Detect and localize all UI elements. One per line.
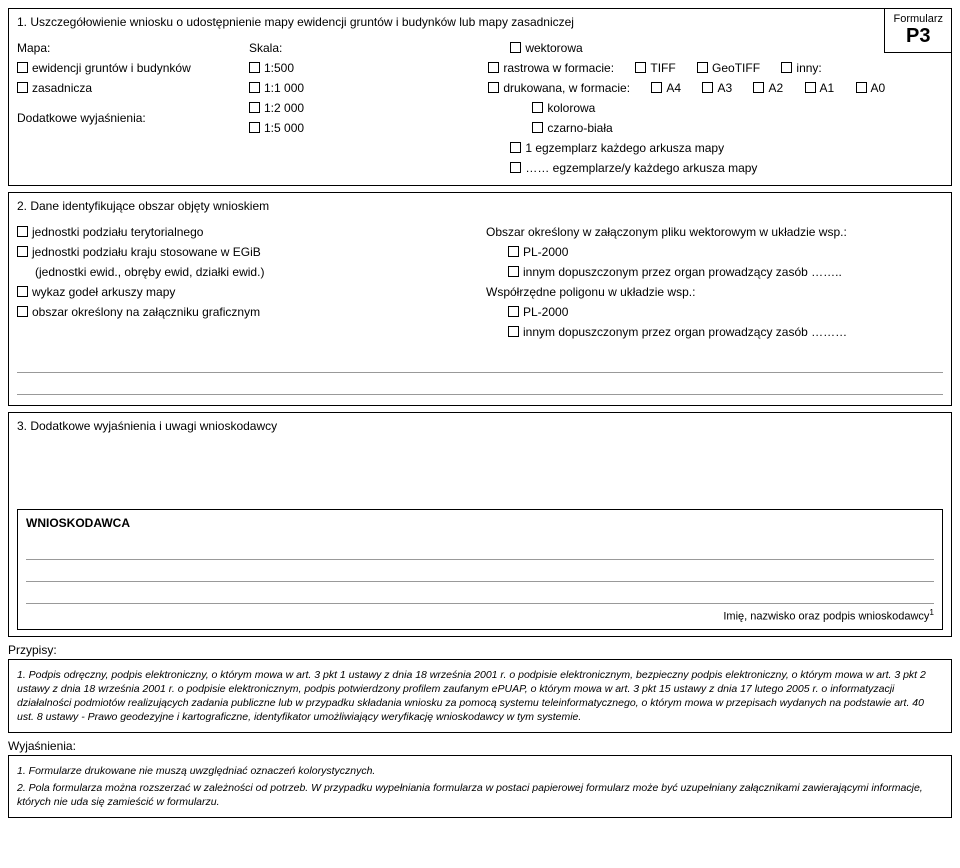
egz2-label: …… egzemplarze/y każdego arkusza mapy <box>525 161 757 175</box>
checkbox[interactable] <box>17 306 28 317</box>
checkbox[interactable] <box>249 122 260 133</box>
form-label: Formularz <box>893 13 943 25</box>
skala-opt: 1:2 000 <box>264 101 304 115</box>
s2-right-opt: innym dopuszczonym przez organ prowadząc… <box>523 265 842 279</box>
skala-opt: 1:500 <box>264 61 294 75</box>
checkbox[interactable] <box>508 306 519 317</box>
egz1-label: 1 egzemplarz każdego arkusza mapy <box>525 141 724 155</box>
drukowana-label: drukowana, w formacie: <box>503 81 630 95</box>
skala-opt: 1:1 000 <box>264 81 304 95</box>
form-code: P3 <box>893 25 943 48</box>
checkbox[interactable] <box>532 122 543 133</box>
druk-opt: A0 <box>871 81 886 95</box>
checkbox[interactable] <box>17 62 28 73</box>
checkbox[interactable] <box>17 82 28 93</box>
s2-left-item: obszar określony na załączniku graficzny… <box>32 305 260 319</box>
mapa-opt: zasadnicza <box>32 81 92 95</box>
input-line[interactable] <box>26 586 934 604</box>
s2-left-item: jednostki podziału terytorialnego <box>32 225 203 239</box>
checkbox[interactable] <box>781 62 792 73</box>
wyjasnienia-item: 1. Formularze drukowane nie muszą uwzglę… <box>17 764 943 778</box>
mapa-opt: ewidencji gruntów i budynków <box>32 61 191 75</box>
rastrowa-opt: TIFF <box>650 61 675 75</box>
dodatkowe-label: Dodatkowe wyjaśnienia: <box>17 109 237 127</box>
input-line[interactable] <box>26 542 934 560</box>
kolorowa-label: kolorowa <box>547 101 595 115</box>
skala-opt: 1:5 000 <box>264 121 304 135</box>
signature-caption: Imię, nazwisko oraz podpis wnioskodawcy1 <box>26 608 934 623</box>
checkbox[interactable] <box>510 162 521 173</box>
checkbox[interactable] <box>532 102 543 113</box>
write-lines <box>17 343 943 395</box>
section-2: 2. Dane identyfikujące obszar objęty wni… <box>8 192 952 406</box>
checkbox[interactable] <box>510 42 521 53</box>
wyjasnienia-box: 1. Formularze drukowane nie muszą uwzglę… <box>8 755 952 818</box>
s2-left-item: jednostki podziału kraju stosowane w EGi… <box>32 245 261 259</box>
wyjasnienia-label: Wyjaśnienia: <box>8 739 952 753</box>
form-badge: Formularz P3 <box>884 8 952 53</box>
druk-opt: A4 <box>666 81 681 95</box>
checkbox[interactable] <box>488 82 499 93</box>
s2-right-header: Obszar określony w załączonym pliku wekt… <box>486 223 943 241</box>
przypisy-label: Przypisy: <box>8 643 952 657</box>
section1-title: 1. Uszczegółowienie wniosku o udostępnie… <box>17 15 943 29</box>
checkbox[interactable] <box>508 246 519 257</box>
checkbox[interactable] <box>17 226 28 237</box>
checkbox[interactable] <box>17 286 28 297</box>
checkbox[interactable] <box>805 82 816 93</box>
wnioskodawca-box: WNIOSKODAWCA Imię, nazwisko oraz podpis … <box>17 509 943 630</box>
section3-title: 3. Dodatkowe wyjaśnienia i uwagi wniosko… <box>17 419 943 433</box>
druk-opt: A2 <box>768 81 783 95</box>
checkbox[interactable] <box>249 82 260 93</box>
checkbox[interactable] <box>510 142 521 153</box>
s2-left-item: wykaz godeł arkuszy mapy <box>32 285 175 299</box>
checkbox[interactable] <box>697 62 708 73</box>
checkbox[interactable] <box>635 62 646 73</box>
wnioskodawca-title: WNIOSKODAWCA <box>26 516 934 530</box>
checkbox[interactable] <box>488 62 499 73</box>
input-line[interactable] <box>17 377 943 395</box>
przypisy-box: 1. Podpis odręczny, podpis elektroniczny… <box>8 659 952 734</box>
checkbox[interactable] <box>249 102 260 113</box>
checkbox[interactable] <box>651 82 662 93</box>
s2-left-sub: (jednostki ewid., obręby ewid, działki e… <box>35 265 264 279</box>
s2-right-header2: Współrzędne poligonu w układzie wsp.: <box>486 283 943 301</box>
input-line[interactable] <box>26 564 934 582</box>
checkbox[interactable] <box>753 82 764 93</box>
s2-right-opt: innym dopuszczonym przez organ prowadząc… <box>523 325 847 339</box>
section-3: 3. Dodatkowe wyjaśnienia i uwagi wniosko… <box>8 412 952 637</box>
druk-opt: A1 <box>820 81 835 95</box>
wyjasnienia-item: 2. Pola formularza można rozszerzać w za… <box>17 781 943 809</box>
czarno-label: czarno-biała <box>547 121 612 135</box>
section2-title: 2. Dane identyfikujące obszar objęty wni… <box>17 199 943 213</box>
s2-right-opt: PL-2000 <box>523 305 568 319</box>
s2-right-opt: PL-2000 <box>523 245 568 259</box>
mapa-label: Mapa: <box>17 39 237 57</box>
section-1: Formularz P3 1. Uszczegółowienie wniosku… <box>8 8 952 186</box>
checkbox[interactable] <box>17 246 28 257</box>
skala-label: Skala: <box>249 39 476 57</box>
checkbox[interactable] <box>702 82 713 93</box>
checkbox[interactable] <box>856 82 867 93</box>
freetext-area[interactable] <box>17 441 943 501</box>
rastrowa-label: rastrowa w formacie: <box>503 61 614 75</box>
rastrowa-opt: GeoTIFF <box>712 61 760 75</box>
druk-opt: A3 <box>717 81 732 95</box>
wektorowa-label: wektorowa <box>525 41 582 55</box>
input-line[interactable] <box>17 355 943 373</box>
checkbox[interactable] <box>508 326 519 337</box>
przypisy-text: 1. Podpis odręczny, podpis elektroniczny… <box>17 668 943 725</box>
checkbox[interactable] <box>508 266 519 277</box>
rastrowa-opt: inny: <box>796 61 821 75</box>
checkbox[interactable] <box>249 62 260 73</box>
